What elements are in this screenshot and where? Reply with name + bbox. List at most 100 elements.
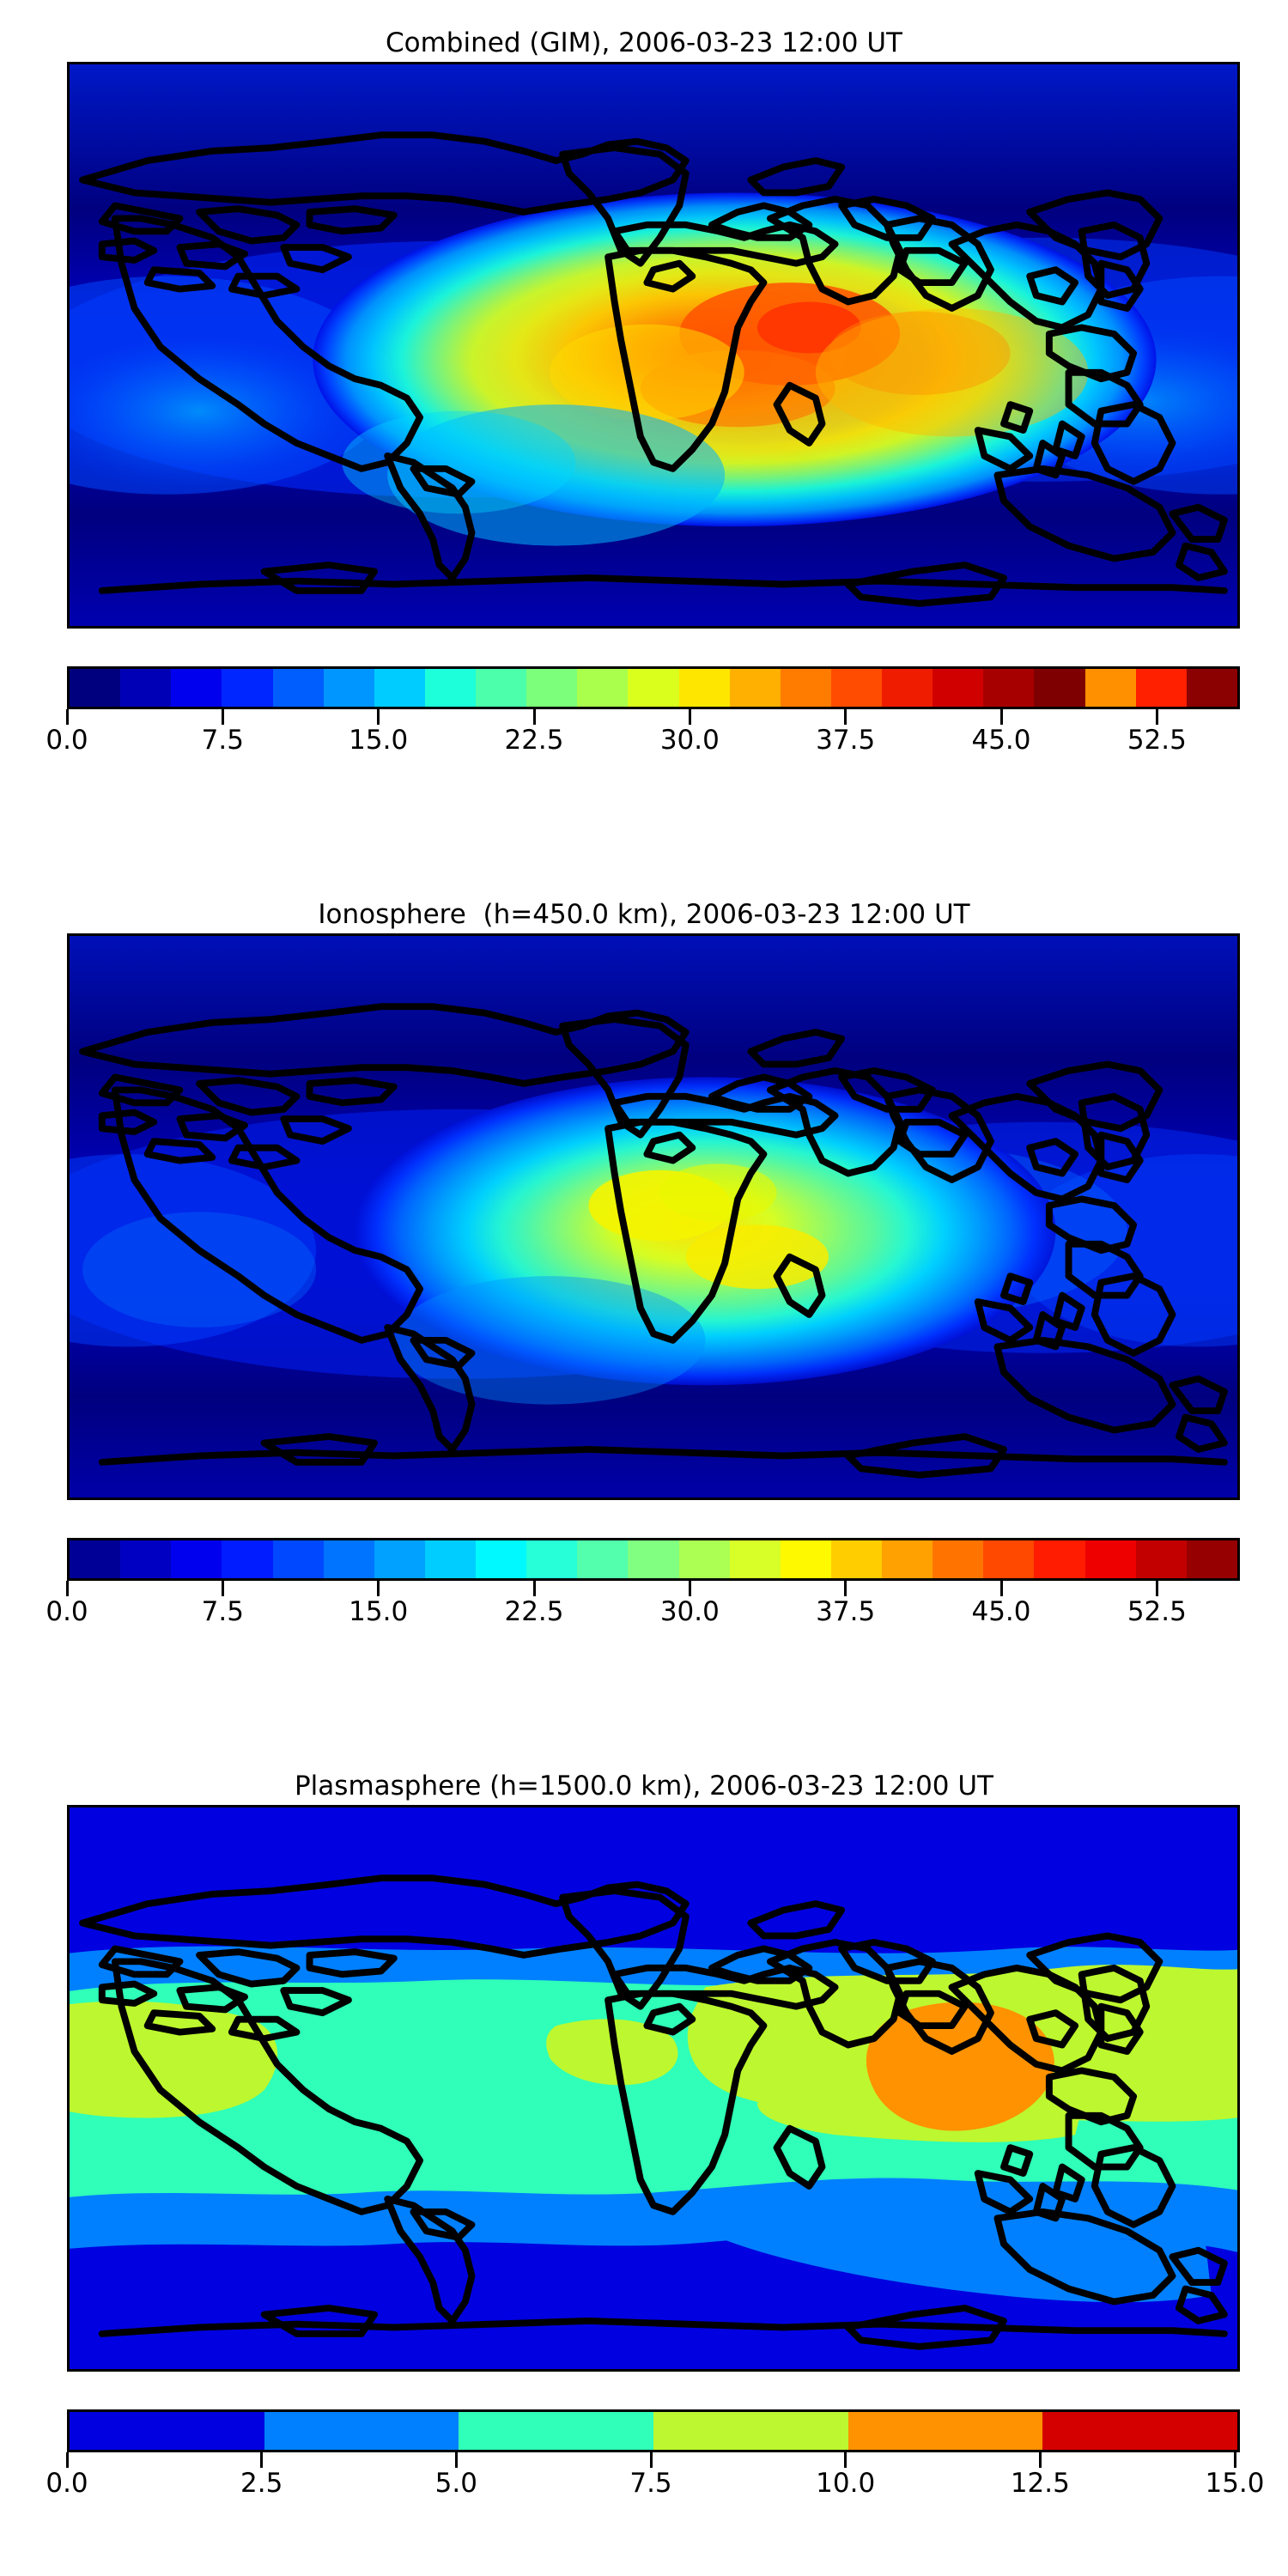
colorbar-segment: [933, 1540, 984, 1578]
colorbar-tick-label: 7.5: [201, 725, 244, 756]
panel-plasmasphere: Plasmasphere (h=1500.0 km), 2006-03-23 1…: [0, 1760, 1288, 2576]
colorbar-segment: [374, 669, 425, 707]
colorbar-segment: [120, 1540, 172, 1578]
panel-ionosphere: Ionosphere (h=450.0 km), 2006-03-23 12:0…: [0, 889, 1288, 1739]
colorbar-plasmasphere-ticks: [64, 2452, 1237, 2468]
colorbar-segment: [933, 669, 984, 707]
colorbar-segment: [1042, 2412, 1237, 2450]
colorbar-segment: [678, 1540, 730, 1578]
colorbar-tick-label: 7.5: [629, 2468, 672, 2499]
colorbar-tick: [377, 709, 380, 725]
colorbar-segment: [830, 1540, 882, 1578]
colorbar-segment: [780, 669, 831, 707]
colorbar-segment: [628, 669, 679, 707]
colorbar-segment: [882, 669, 933, 707]
colorbar-tick: [844, 709, 848, 725]
colorbar-tick: [221, 709, 224, 725]
colorbar-tick-label: 45.0: [971, 725, 1031, 756]
colorbar-segment: [983, 669, 1035, 707]
colorbar-ionosphere-labels: 0.0 7.5 15.0 22.5 30.0 37.5 45.0 52.5: [46, 1596, 1237, 1634]
colorbar-segment: [1135, 1540, 1187, 1578]
colorbar-segment: [476, 1540, 527, 1578]
colorbar-segment: [374, 1540, 425, 1578]
map-plasmasphere: [67, 1805, 1240, 2372]
colorbar-segment: [272, 1540, 324, 1578]
colorbar-tick-label: 0.0: [46, 2468, 88, 2499]
colorbar-segment: [120, 669, 172, 707]
colorbar-segment: [70, 669, 121, 707]
colorbar-tick-label: 7.5: [201, 1596, 244, 1627]
panel-title-combined: Combined (GIM), 2006-03-23 12:00 UT: [386, 27, 902, 58]
colorbar-tick: [65, 2452, 69, 2468]
colorbar-tick-label: 15.0: [1205, 2468, 1265, 2499]
map-combined: [67, 62, 1240, 629]
colorbar-tick: [844, 2452, 848, 2468]
colorbar-tick: [454, 2452, 458, 2468]
colorbar-tick-label: 22.5: [504, 1596, 564, 1627]
colorbar-ionosphere: 0.0 7.5 15.0 22.5 30.0 37.5 45.0 52.5: [46, 1538, 1240, 1634]
colorbar-tick: [65, 709, 69, 725]
colorbar-segment: [526, 1540, 578, 1578]
colorbar-tick-label: 30.0: [659, 725, 720, 756]
colorbar-segment: [171, 669, 222, 707]
colorbar-combined: 0.0 7.5 15.0 22.5 30.0 37.5 45.0 52.5: [46, 666, 1240, 762]
colorbar-segment: [577, 1540, 629, 1578]
colorbar-segment: [323, 1540, 374, 1578]
colorbar-tick: [260, 2452, 264, 2468]
colorbar-tick-label: 30.0: [659, 1596, 720, 1627]
colorbar-segment: [729, 1540, 781, 1578]
colorbar-tick: [532, 709, 536, 725]
colorbar-segment: [272, 669, 324, 707]
colorbar-segment: [628, 1540, 679, 1578]
colorbar-segment: [1084, 669, 1136, 707]
colorbar-tick-label: 2.5: [240, 2468, 283, 2499]
colorbar-segment: [882, 1540, 933, 1578]
colorbar-segment: [1084, 1540, 1136, 1578]
colorbar-tick-label: 52.5: [1127, 1596, 1187, 1627]
colorbar-tick-label: 15.0: [349, 1596, 409, 1627]
colorbar-tick: [688, 1581, 691, 1596]
colorbar-segment: [1186, 1540, 1237, 1578]
colorbar-segment: [70, 1540, 121, 1578]
colorbar-tick-label: 37.5: [816, 725, 876, 756]
colorbar-tick-label: 37.5: [816, 1596, 876, 1627]
colorbar-segment: [222, 669, 273, 707]
panel-combined: Combined (GIM), 2006-03-23 12:00 UT: [0, 17, 1288, 867]
colorbar-segment: [653, 2412, 848, 2450]
colorbar-ionosphere-ticks: [64, 1581, 1237, 1596]
colorbar-segment: [848, 2412, 1043, 2450]
colorbar-tick-label: 52.5: [1127, 725, 1187, 756]
colorbar-segment: [476, 669, 527, 707]
colorbar-tick: [649, 2452, 653, 2468]
colorbar-tick: [844, 1581, 848, 1596]
colorbar-tick: [65, 1581, 69, 1596]
colorbar-tick: [1038, 2452, 1042, 2468]
colorbar-segment: [1034, 1540, 1085, 1578]
colorbar-combined-ticks: [64, 709, 1237, 725]
colorbar-tick-label: 45.0: [971, 1596, 1031, 1627]
colorbar-tick-label: 0.0: [46, 725, 88, 756]
colorbar-segment: [780, 1540, 831, 1578]
coastlines-plasmasphere: [79, 1874, 1228, 2350]
coastlines-ionosphere: [79, 1003, 1228, 1479]
colorbar-plasmasphere-gradient: [67, 2409, 1240, 2452]
colorbar-segment: [577, 669, 629, 707]
colorbar-tick: [1233, 2452, 1236, 2468]
colorbar-tick: [377, 1581, 380, 1596]
colorbar-tick: [532, 1581, 536, 1596]
colorbar-tick-label: 0.0: [46, 1596, 88, 1627]
colorbar-segment: [526, 669, 578, 707]
colorbar-tick-label: 22.5: [504, 725, 564, 756]
colorbar-tick: [999, 1581, 1003, 1596]
colorbar-combined-labels: 0.0 7.5 15.0 22.5 30.0 37.5 45.0 52.5: [46, 725, 1237, 762]
colorbar-tick-label: 15.0: [349, 725, 409, 756]
colorbar-tick: [688, 709, 691, 725]
colorbar-segment: [222, 1540, 273, 1578]
colorbar-ionosphere-gradient: [67, 1538, 1240, 1581]
colorbar-tick: [999, 709, 1003, 725]
colorbar-segment: [1186, 669, 1237, 707]
panel-title-ionosphere: Ionosphere (h=450.0 km), 2006-03-23 12:0…: [318, 899, 970, 930]
map-ionosphere: [67, 933, 1240, 1500]
colorbar-tick-label: 10.0: [816, 2468, 876, 2499]
colorbar-segment: [459, 2412, 654, 2450]
